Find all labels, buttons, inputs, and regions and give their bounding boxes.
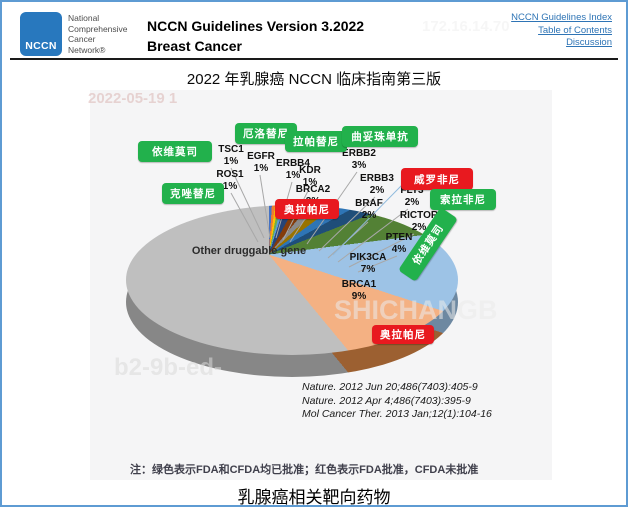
gene-label-kdr: KDR 1% (299, 165, 321, 188)
gene-label-pik3ca: PIK3CA 7% (349, 252, 387, 275)
drug-box-trastuzumab: 曲妥珠单抗 (342, 126, 418, 147)
chinese-page-title: 2022 年乳腺癌 NCCN 临床指南第三版 (186, 71, 442, 88)
gene-label-erbb4: ERBB4 1% (276, 158, 310, 181)
drug-box-sorafenib: 索拉非尼 (430, 189, 496, 210)
drug-box-everolimus-1: 依维莫司 (138, 141, 212, 162)
drug-box-olaparib-bottom: 奥拉帕尼 (372, 325, 434, 344)
fda-cfda-color-note: 注：绿色表示FDA和CFDA均已批准；红色表示FDA批准，CFDA未批准 (130, 464, 479, 476)
gene-label-erbb3: ERBB3 2% (360, 173, 394, 196)
gene-label-ros1: ROS1 1% (216, 169, 244, 192)
figure-caption: 乳腺癌相关靶向药物 (237, 488, 391, 507)
gene-label-pten: PTEN 4% (385, 232, 413, 255)
guidelines-subject-title: Breast Cancer (147, 38, 242, 54)
drug-box-crizotinib: 克唑替尼 (162, 183, 224, 204)
page-title: NCCN Guidelines Version 3.2022 Breast Ca… (147, 16, 364, 56)
link-table-of-contents[interactable]: Table of Contents (538, 24, 612, 36)
header-links: NCCN Guidelines Index Table of Contents … (511, 12, 612, 50)
reference-citations: Nature. 2012 Jun 20;486(7403):405-9 Natu… (302, 381, 492, 422)
drug-box-lapatinib: 拉帕替尼 (285, 131, 347, 152)
citation-line: Nature. 2012 Jun 20;486(7403):405-9 (302, 381, 478, 393)
citation-line: Mol Cancer Ther. 2013 Jan;12(1):104-16 (302, 408, 492, 420)
nccn-org-name: National Comprehensive Cancer Network® (68, 13, 128, 55)
gene-label-rictor: RICTOR 2% (399, 210, 439, 233)
link-discussion[interactable]: Discussion (566, 37, 612, 48)
citation-line: Nature. 2012 Apr 4;486(7403):395-9 (302, 394, 471, 407)
drug-box-olaparib-top: 奥拉帕尼 (275, 199, 339, 219)
guidelines-version-title: NCCN Guidelines Version 3.2022 (147, 18, 365, 34)
gene-label-braf: BRAF 2% (355, 198, 383, 221)
nccn-logo-text: NCCN (25, 40, 57, 52)
drug-box-erlotinib: 厄洛替尼 (235, 123, 297, 144)
header-divider (10, 58, 618, 60)
nccn-logo: NCCN (20, 12, 62, 56)
link-guidelines-index[interactable]: NCCN Guidelines Index (511, 12, 612, 23)
gene-label-tsc1: TSC1 1% (218, 144, 244, 167)
gene-label-egfr: EGFR 1% (247, 151, 275, 174)
pie-other-slice-label: Other druggable gene (191, 245, 307, 257)
gene-label-brca1: BRCA1 9% (341, 279, 377, 302)
gene-label-flt3: FLT3 2% (400, 185, 424, 208)
watermark: 172.16.14.70 (422, 18, 510, 35)
gene-label-erbb2: ERBB2 3% (342, 148, 376, 171)
drug-box-vemurafenib: 威罗非尼 (401, 168, 473, 190)
